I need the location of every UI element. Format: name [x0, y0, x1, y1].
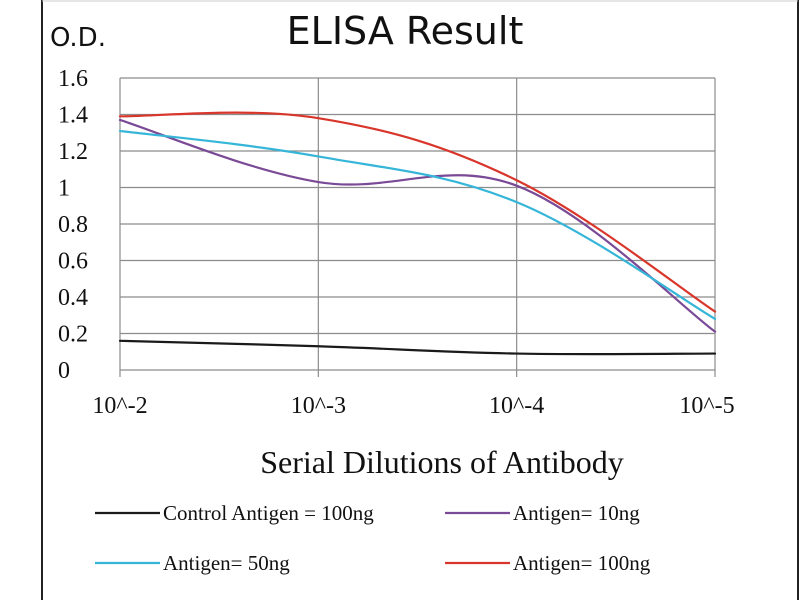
- legend-entry-antigen-100ng: Antigen= 100ng: [445, 551, 651, 575]
- y-tick-label: 0: [58, 358, 70, 384]
- y-tick-label: 0.2: [58, 322, 88, 348]
- y-tick-label: 0.6: [58, 249, 88, 275]
- y-tick-label: 0.8: [58, 212, 88, 238]
- chart-title: ELISA Result: [287, 9, 524, 53]
- series-line-control-antigen-100ng: [118, 339, 717, 356]
- legend-label: Control Antigen = 100ng: [163, 501, 374, 525]
- y-axis-label: O.D.: [50, 23, 106, 53]
- legend-label: Antigen= 10ng: [513, 501, 640, 525]
- x-tick-label: 10^-3: [291, 393, 346, 419]
- x-tick-label: 10^-4: [489, 393, 544, 419]
- y-tick-label: 1: [58, 176, 70, 202]
- x-tick-label: 10^-5: [679, 393, 734, 419]
- legend-label: Antigen= 50ng: [163, 551, 290, 575]
- x-tick-label: 10^-2: [92, 393, 147, 419]
- y-tick-label: 1.4: [58, 103, 88, 129]
- y-tick-label: 0.4: [58, 285, 88, 311]
- x-axis-label: Serial Dilutions of Antibody: [260, 444, 624, 480]
- legend-entry-control-antigen-100ng: Control Antigen = 100ng: [95, 501, 374, 525]
- legend: Control Antigen = 100ng Antigen= 10ng Anti…: [95, 501, 651, 575]
- series-line-antigen-100ng: [118, 111, 717, 313]
- y-tick-label: 1.2: [58, 139, 88, 165]
- y-tick-label: 1.6: [58, 66, 88, 92]
- legend-entry-antigen-10ng: Antigen= 10ng: [445, 501, 640, 525]
- legend-entry-antigen-50ng: Antigen= 50ng: [95, 551, 290, 575]
- series-line-antigen-10ng: [118, 118, 717, 333]
- grid-layer: [119, 77, 716, 377]
- series-layer: [118, 111, 717, 356]
- y-tick-labels: 0 0.2 0.4 0.6 0.8 1 1.2 1.4 1.6: [58, 66, 88, 384]
- legend-label: Antigen= 100ng: [513, 551, 651, 575]
- series-line-antigen-50ng: [118, 129, 717, 320]
- x-tick-labels: 10^-2 10^-3 10^-4 10^-5: [92, 393, 734, 419]
